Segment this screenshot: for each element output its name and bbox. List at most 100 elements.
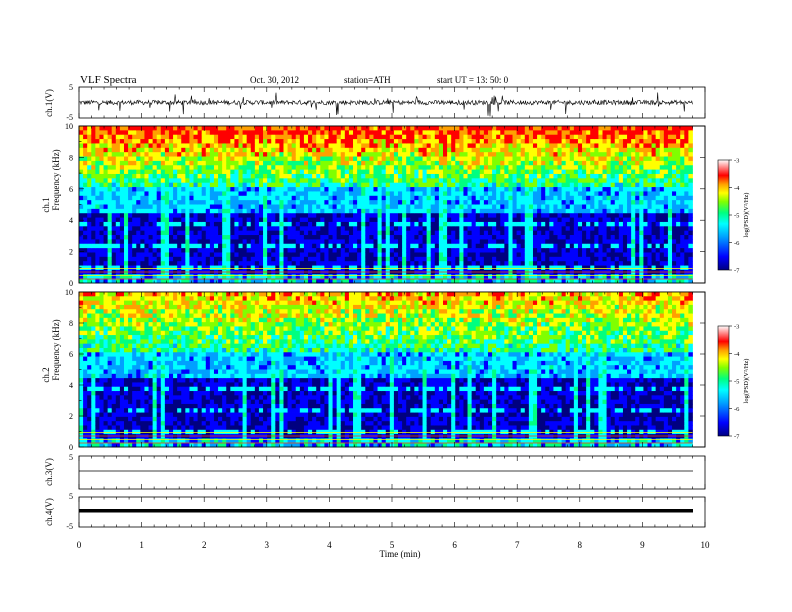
spectrogram-cell [148, 195, 154, 201]
spectrogram-cell [336, 213, 342, 218]
spectrogram-cell [622, 130, 628, 136]
spectrogram-cell [524, 130, 530, 136]
spectrogram-cell [451, 126, 456, 131]
spectrogram-cell [344, 169, 350, 175]
spectrogram-cell [369, 160, 374, 166]
spectrogram-cell [549, 182, 554, 188]
spectrogram-cell [594, 217, 599, 223]
spectrogram-cell [185, 213, 190, 218]
spectrogram-cell [610, 165, 616, 171]
spectrogram-cell [369, 230, 374, 236]
spectrogram-cell [234, 239, 239, 245]
spectrogram-cell [357, 165, 362, 171]
spectrogram-cell [353, 173, 358, 179]
spectrogram-cell [618, 169, 624, 175]
spectrogram-cell [500, 239, 505, 245]
spectrogram-cell [263, 239, 268, 245]
spectrogram-cell [164, 252, 170, 258]
spectrogram-cell [263, 278, 268, 284]
spectrogram-cell [426, 252, 432, 258]
spectrogram-cell [393, 134, 399, 140]
spectrogram-cell [377, 256, 383, 262]
spectrogram-cell [377, 243, 383, 249]
spectrogram-cell [426, 139, 432, 144]
spectrogram-cell [414, 134, 419, 140]
spectrogram-cell [377, 143, 383, 149]
spectrogram-cell [602, 173, 607, 179]
spectrogram-cell [577, 208, 583, 214]
spectrogram-cell [164, 173, 170, 179]
spectrogram-cell [582, 182, 587, 188]
spectrogram-cell [520, 169, 526, 175]
spectrogram-cell [500, 265, 505, 271]
spectrogram-cell [422, 134, 428, 140]
spectrogram-cell [144, 126, 149, 131]
spectrogram-cell [295, 278, 301, 284]
spectrogram-cell [226, 165, 231, 171]
spectrogram-cell [369, 165, 374, 171]
spectrogram-cell [479, 239, 485, 245]
spectrogram-cell [618, 213, 624, 218]
spectrogram-cell [299, 173, 305, 179]
spectrogram-cell [279, 169, 284, 175]
spectrogram-cell [320, 160, 325, 166]
spectrogram-cell [144, 204, 149, 210]
spectrogram-cell [545, 191, 550, 197]
spectrogram-cell [213, 248, 219, 253]
spectrogram-cell [402, 191, 407, 197]
spectrogram-cell [189, 130, 194, 136]
spectrogram-cell [381, 195, 387, 201]
spectrogram-cell [263, 252, 268, 258]
spectrogram-cell [614, 274, 620, 280]
spectrogram-cell [594, 261, 599, 266]
spectrogram-cell [111, 217, 117, 223]
spectrogram-cell [512, 221, 518, 227]
spectrogram-cell [430, 169, 436, 175]
spectrogram-cell [528, 178, 534, 184]
spectrogram-cell [479, 191, 485, 197]
spectrogram-cell [479, 261, 485, 266]
spectrogram-cell [226, 274, 231, 280]
spectrogram-cell [308, 248, 313, 253]
spectrogram-cell [238, 187, 243, 192]
spectrogram-cell [610, 235, 616, 240]
spectrogram-cell [504, 187, 509, 192]
spectrogram-cell [185, 160, 190, 166]
spectrogram-cell [443, 274, 448, 280]
spectrogram-cell [463, 169, 468, 175]
spectrogram-cell [385, 182, 391, 188]
spectrogram-cell [451, 261, 456, 266]
spectrogram-cell [99, 213, 104, 218]
spectrogram-cell [209, 130, 215, 136]
spectrogram-cell [492, 152, 497, 157]
spectrogram-cell [512, 178, 518, 184]
spectrogram-cell [295, 126, 301, 131]
spectrogram-cell [123, 156, 129, 162]
spectrogram-cell [606, 235, 612, 240]
spectrogram-cell [246, 139, 252, 144]
spectrogram-cell [528, 243, 534, 249]
spectrogram-cell [136, 187, 141, 192]
spectrogram-cell [512, 213, 518, 218]
spectrogram-cell [111, 239, 117, 245]
spectrogram-cell [414, 139, 419, 144]
spectrogram-cell [279, 156, 284, 162]
spectrogram-cell [455, 274, 460, 280]
spectrogram-cell [173, 248, 178, 253]
spectrogram-cell [271, 256, 276, 262]
spectrogram-cell [455, 265, 460, 271]
spectrogram-cell [140, 274, 145, 280]
spectrogram-cell [119, 165, 125, 171]
spectrogram-cell [95, 243, 100, 249]
spectrogram-cell [164, 243, 170, 249]
spectrogram-cell [451, 217, 456, 223]
spectrogram-cell [532, 147, 538, 153]
spectrogram-cell [561, 134, 567, 140]
spectrogram-cell [303, 134, 309, 140]
spectrogram-cell [299, 213, 305, 218]
spectrogram-cell [132, 278, 137, 284]
spectrogram-cell [99, 130, 104, 136]
spectrogram-cell [353, 208, 358, 214]
spectrogram-cell [361, 134, 366, 140]
spectrogram-cell [83, 130, 88, 136]
